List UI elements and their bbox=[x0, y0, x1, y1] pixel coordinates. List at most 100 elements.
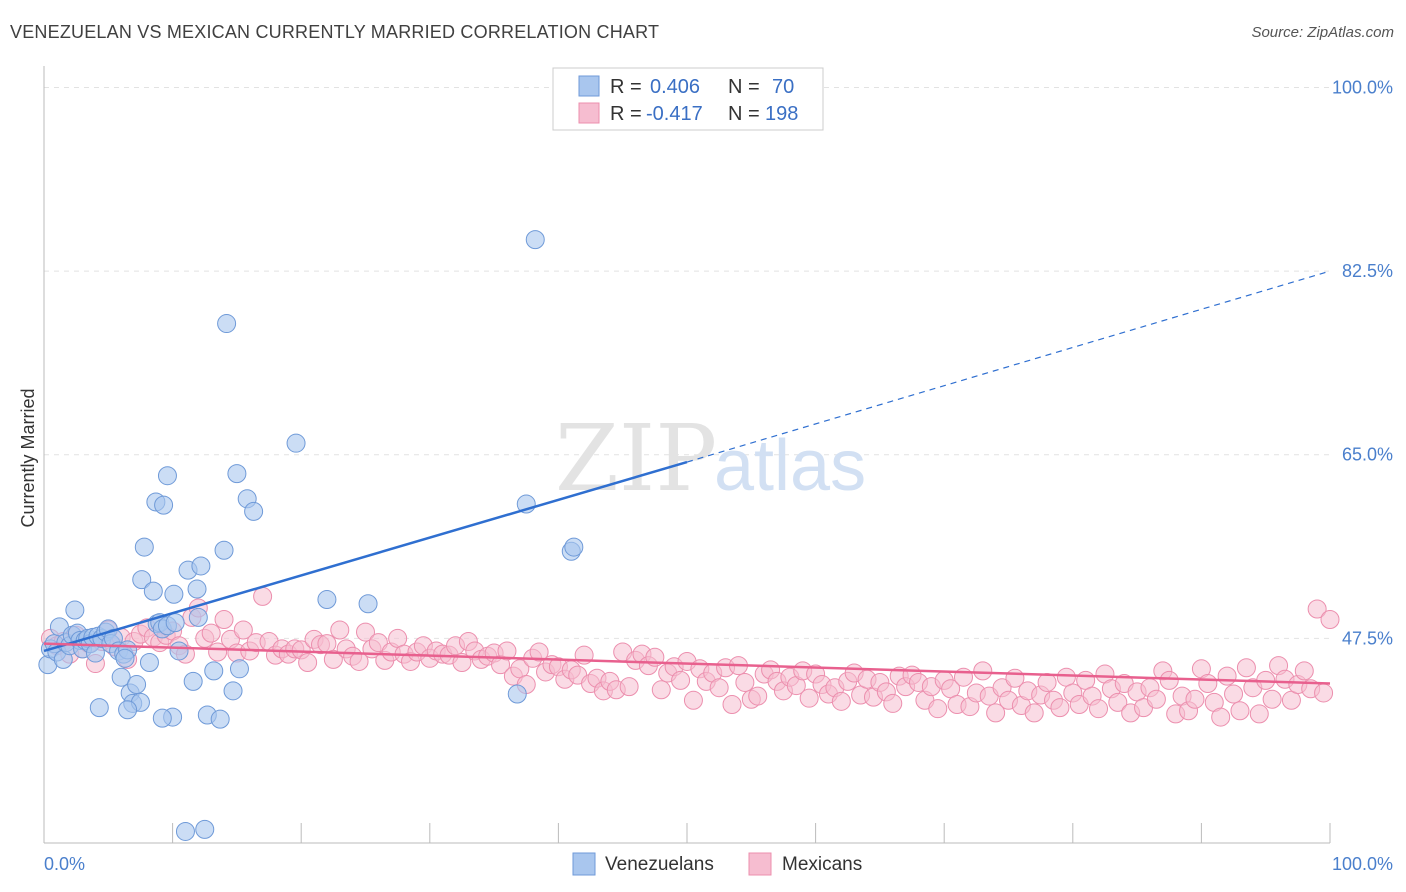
mexicans-point bbox=[973, 661, 993, 681]
venezuelans-point bbox=[525, 230, 545, 250]
mexicans-point bbox=[208, 642, 228, 662]
mexicans-point bbox=[735, 672, 755, 692]
legend-r-label-venezuelans: R = bbox=[610, 76, 642, 98]
mexicans-point bbox=[651, 680, 671, 700]
venezuelans-point bbox=[183, 671, 203, 691]
venezuelans-point bbox=[214, 540, 234, 560]
mexicans-point bbox=[323, 649, 343, 669]
mexicans-point bbox=[1294, 661, 1314, 681]
axes bbox=[43, 66, 1331, 844]
mexicans-point bbox=[1307, 599, 1327, 619]
venezuelans-point bbox=[118, 700, 138, 720]
legend-n-label-mexicans: N = bbox=[728, 103, 760, 125]
mexicans-point bbox=[1146, 689, 1166, 709]
mexicans-point bbox=[883, 693, 903, 713]
y-axis-title: Currently Married bbox=[18, 388, 38, 527]
venezuelans-trend-extension bbox=[686, 270, 1331, 463]
legend-swatch-venezuelans bbox=[578, 75, 600, 97]
mexicans-point bbox=[1211, 707, 1231, 727]
venezuelans-point bbox=[134, 537, 154, 557]
mexicans-point bbox=[709, 678, 729, 698]
mexicans-point bbox=[1217, 666, 1237, 686]
legend-r-value-mexicans: -0.417 bbox=[646, 103, 703, 125]
gridlines bbox=[44, 86, 1330, 639]
venezuelans-point bbox=[229, 659, 249, 679]
venezuelans-point bbox=[187, 579, 207, 599]
venezuelans-point bbox=[358, 594, 378, 614]
venezuelans-point bbox=[169, 641, 189, 661]
mexicans-point bbox=[1230, 701, 1250, 721]
mexicans-point bbox=[683, 690, 703, 710]
venezuelans-point bbox=[217, 314, 237, 334]
venezuelans-point bbox=[317, 590, 337, 610]
mexicans-point bbox=[1185, 689, 1205, 709]
venezuelans-point bbox=[210, 709, 230, 729]
watermark-atlas: atlas bbox=[714, 426, 866, 506]
mexicans-point bbox=[452, 653, 472, 673]
bottom-legend: Venezuelans Mexicans bbox=[572, 852, 862, 876]
y-tick-label-0: 47.5% bbox=[1342, 628, 1393, 648]
legend-n-value-venezuelans: 70 bbox=[772, 76, 794, 98]
mexicans-point bbox=[201, 623, 221, 643]
venezuelans-point bbox=[157, 466, 177, 486]
y-tick-label-1: 65.0% bbox=[1342, 445, 1393, 465]
venezuelans-point bbox=[223, 681, 243, 701]
venezuelans-point bbox=[286, 433, 306, 453]
mexicans-point bbox=[619, 677, 639, 697]
mexicans-point bbox=[928, 699, 948, 719]
watermark-zip: ZIP bbox=[555, 405, 717, 512]
mexicans-point bbox=[1050, 698, 1070, 718]
mexicans-point bbox=[722, 694, 742, 714]
source-label: Source: ZipAtlas.com bbox=[1251, 24, 1394, 41]
mexicans-point bbox=[1224, 684, 1244, 704]
mexicans-point bbox=[214, 609, 234, 629]
venezuelans-point bbox=[139, 653, 159, 673]
venezuelans-point bbox=[89, 698, 109, 718]
mexicans-point bbox=[986, 703, 1006, 723]
venezuelans-point bbox=[65, 600, 85, 620]
legend-r-value-venezuelans: 0.406 bbox=[650, 76, 700, 98]
mexicans-point bbox=[368, 633, 388, 653]
mexicans-point bbox=[497, 641, 517, 661]
venezuelans-point bbox=[154, 495, 174, 515]
mexicans-point bbox=[330, 620, 350, 640]
mexicans-point bbox=[1262, 689, 1282, 709]
bottom-legend-label-mexicans[interactable]: Mexicans bbox=[782, 854, 862, 875]
legend-n-label-venezuelans: N = bbox=[728, 76, 760, 98]
y-tick-labels: 47.5% 65.0% 82.5% 100.0% bbox=[1332, 77, 1393, 648]
mexicans-point bbox=[831, 691, 851, 711]
venezuelans-point bbox=[195, 819, 215, 839]
mexicans-point bbox=[298, 653, 318, 673]
mexicans-trend-line bbox=[43, 642, 1331, 685]
mexicans-point bbox=[529, 642, 549, 662]
mexicans-point bbox=[1108, 692, 1128, 712]
mexicans-point bbox=[253, 586, 273, 606]
venezuelans-point bbox=[165, 613, 185, 633]
mexicans-point bbox=[1037, 672, 1057, 692]
mexicans-point bbox=[1236, 658, 1256, 678]
venezuelans-point bbox=[164, 584, 184, 604]
x-tick-label-min: 0.0% bbox=[44, 854, 85, 874]
y-tick-label-2: 82.5% bbox=[1342, 261, 1393, 281]
venezuelans-point bbox=[143, 581, 163, 601]
venezuelans-point bbox=[227, 464, 247, 484]
mexicans-points bbox=[40, 586, 1340, 727]
chart-title: VENEZUELAN VS MEXICAN CURRENTLY MARRIED … bbox=[10, 22, 660, 42]
venezuelans-point bbox=[564, 537, 584, 557]
venezuelans-point bbox=[152, 708, 172, 728]
x-tick-label-max: 100.0% bbox=[1332, 854, 1393, 874]
y-tick-label-3: 100.0% bbox=[1332, 77, 1393, 97]
bottom-legend-swatch-mexicans[interactable] bbox=[748, 852, 772, 876]
mexicans-point bbox=[1159, 670, 1179, 690]
mexicans-point bbox=[1089, 699, 1109, 719]
watermark: ZIP atlas bbox=[555, 405, 866, 512]
mexicans-point bbox=[799, 688, 819, 708]
mexicans-point bbox=[1314, 683, 1334, 703]
venezuelans-point bbox=[127, 675, 147, 695]
bottom-legend-label-venezuelans[interactable]: Venezuelans bbox=[605, 854, 714, 875]
venezuelans-point bbox=[111, 667, 131, 687]
mexicans-point bbox=[748, 686, 768, 706]
bottom-legend-swatch-venezuelans[interactable] bbox=[572, 852, 596, 876]
venezuelans-point bbox=[191, 556, 211, 576]
